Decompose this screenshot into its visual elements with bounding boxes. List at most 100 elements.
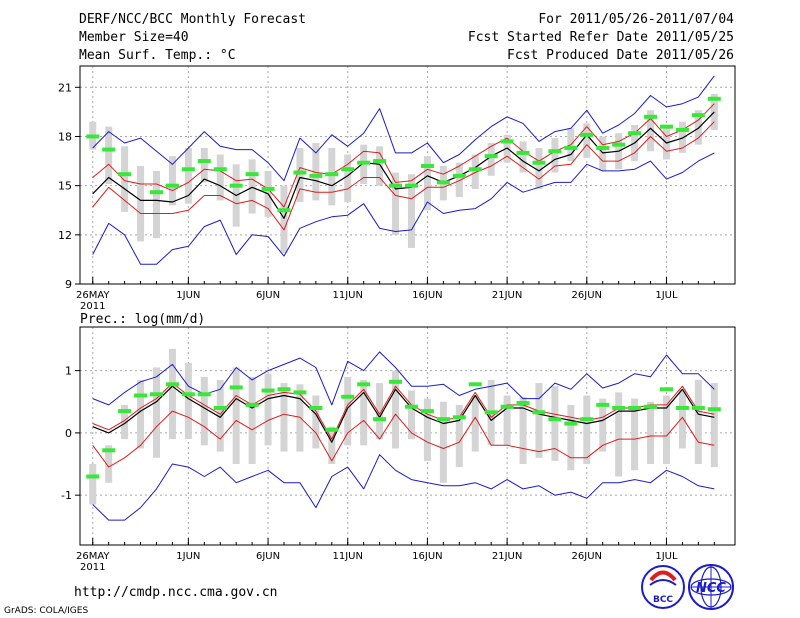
observed-marker: [134, 393, 148, 398]
observed-marker: [165, 183, 179, 188]
spread-box: [216, 379, 224, 452]
observed-marker: [118, 409, 132, 414]
spread-box: [248, 376, 256, 465]
spread-box: [248, 159, 256, 214]
spread-box: [328, 147, 336, 206]
spread-box: [439, 401, 447, 483]
spread-box: [694, 379, 702, 465]
ensemble-lower-line: [92, 121, 715, 231]
grads-credit: GrADS: COLA/IGES: [4, 606, 88, 616]
x-tick-label: 21JUN: [492, 551, 522, 562]
y-tick-label: 18: [58, 130, 72, 143]
observed-marker: [659, 387, 673, 392]
observed-marker: [564, 421, 578, 426]
observed-marker: [500, 404, 514, 409]
observed-marker: [516, 150, 530, 155]
observed-marker: [261, 186, 275, 191]
x-tick-label: 1JUL: [655, 551, 678, 562]
observed-marker: [389, 183, 403, 188]
bcc-logo: BCC: [641, 565, 685, 609]
spread-box: [216, 154, 224, 201]
observed-marker: [149, 190, 163, 195]
observed-marker: [484, 410, 498, 415]
observed-marker: [628, 405, 642, 410]
spread-box: [423, 156, 431, 211]
source-url[interactable]: http://cmdp.ncc.cma.gov.cn: [74, 585, 278, 600]
observed-marker: [229, 183, 243, 188]
x-tick-label: 26MAY: [76, 290, 110, 301]
spread-box: [121, 404, 129, 440]
spread-box: [328, 426, 336, 465]
observed-marker: [277, 208, 291, 213]
y-tick-label: -1: [61, 489, 72, 502]
envelope-max-line: [92, 351, 715, 406]
spread-box: [137, 379, 145, 449]
observed-marker: [532, 160, 546, 165]
observed-marker: [341, 167, 355, 172]
observed-marker: [357, 160, 371, 165]
spread-box: [264, 373, 272, 446]
spread-box: [487, 143, 495, 176]
y-tick-label: 15: [58, 180, 72, 193]
spread-box: [184, 147, 192, 204]
observed-marker: [245, 402, 259, 407]
ensemble-median-line: [92, 111, 715, 219]
spread-box: [232, 367, 240, 465]
spread-box: [105, 126, 113, 185]
observed-marker: [707, 96, 721, 101]
observed-marker: [373, 417, 387, 422]
observed-marker: [691, 113, 705, 118]
observed-marker: [580, 132, 594, 137]
observed-marker: [181, 167, 195, 172]
x-tick-label: 11JUN: [332, 551, 362, 562]
spread-box: [535, 383, 543, 458]
observed-marker: [644, 114, 658, 119]
spread-box: [392, 370, 400, 449]
x-year-label: 2011: [80, 562, 105, 573]
y-tick-label: 9: [65, 278, 72, 291]
observed-marker: [564, 145, 578, 150]
spread-box: [471, 154, 479, 189]
x-tick-label: 1JUN: [176, 551, 200, 562]
spread-box: [647, 401, 655, 465]
chart-title: DERF/NCC/BCC Monthly Forecast: [79, 12, 306, 27]
spread-box: [121, 146, 129, 212]
fcst-started-date: Fcst Started Refer Date 2011/05/25: [467, 30, 734, 45]
observed-marker: [420, 163, 434, 168]
member-size: Member Size=40: [79, 30, 189, 45]
observed-marker: [373, 159, 387, 164]
observed-marker: [102, 448, 116, 453]
ensemble-lower-line: [92, 410, 715, 468]
x-tick-label: 26MAY: [76, 551, 110, 562]
spread-box: [455, 404, 463, 468]
spread-box: [710, 383, 718, 468]
observed-marker: [229, 385, 243, 390]
spread-box: [551, 138, 559, 173]
spread-box: [280, 185, 288, 253]
observed-marker: [309, 173, 323, 178]
observed-marker: [149, 392, 163, 397]
observed-marker: [612, 142, 626, 147]
ensemble-upper-line: [92, 382, 715, 440]
spread-box: [360, 379, 368, 446]
observed-marker: [452, 173, 466, 178]
y-tick-label: 21: [58, 81, 72, 94]
x-tick-label: 26JUN: [572, 290, 602, 301]
x-tick-label: 16JUN: [412, 290, 442, 301]
spread-box: [392, 172, 400, 235]
observed-marker: [357, 382, 371, 387]
spread-box: [599, 136, 607, 171]
observed-marker: [165, 382, 179, 387]
observed-marker: [420, 409, 434, 414]
observed-marker: [341, 394, 355, 399]
precipitation-panel: -1 0 1 26MAY 1JUN 6JUN 11JUN 16JUN 21JUN 26JUN 1JU…: [61, 326, 736, 573]
envelope-max-line: [92, 75, 715, 182]
spread-box: [407, 390, 415, 440]
observed-marker: [181, 392, 195, 397]
spread-box: [662, 395, 670, 465]
observed-marker: [436, 417, 450, 422]
observed-marker: [197, 159, 211, 164]
spread-box: [105, 445, 113, 483]
observed-marker: [516, 400, 530, 405]
plot-frame: [79, 65, 736, 285]
